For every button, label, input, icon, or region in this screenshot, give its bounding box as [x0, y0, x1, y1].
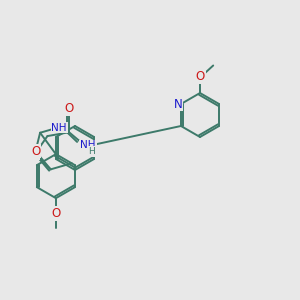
- Text: O: O: [64, 102, 74, 115]
- Text: NH: NH: [80, 140, 96, 150]
- Text: O: O: [51, 207, 61, 220]
- Text: O: O: [195, 70, 205, 83]
- Text: N: N: [31, 149, 39, 159]
- Text: NH: NH: [52, 123, 67, 133]
- Text: H: H: [88, 147, 95, 156]
- Text: N: N: [174, 98, 182, 110]
- Text: O: O: [31, 145, 40, 158]
